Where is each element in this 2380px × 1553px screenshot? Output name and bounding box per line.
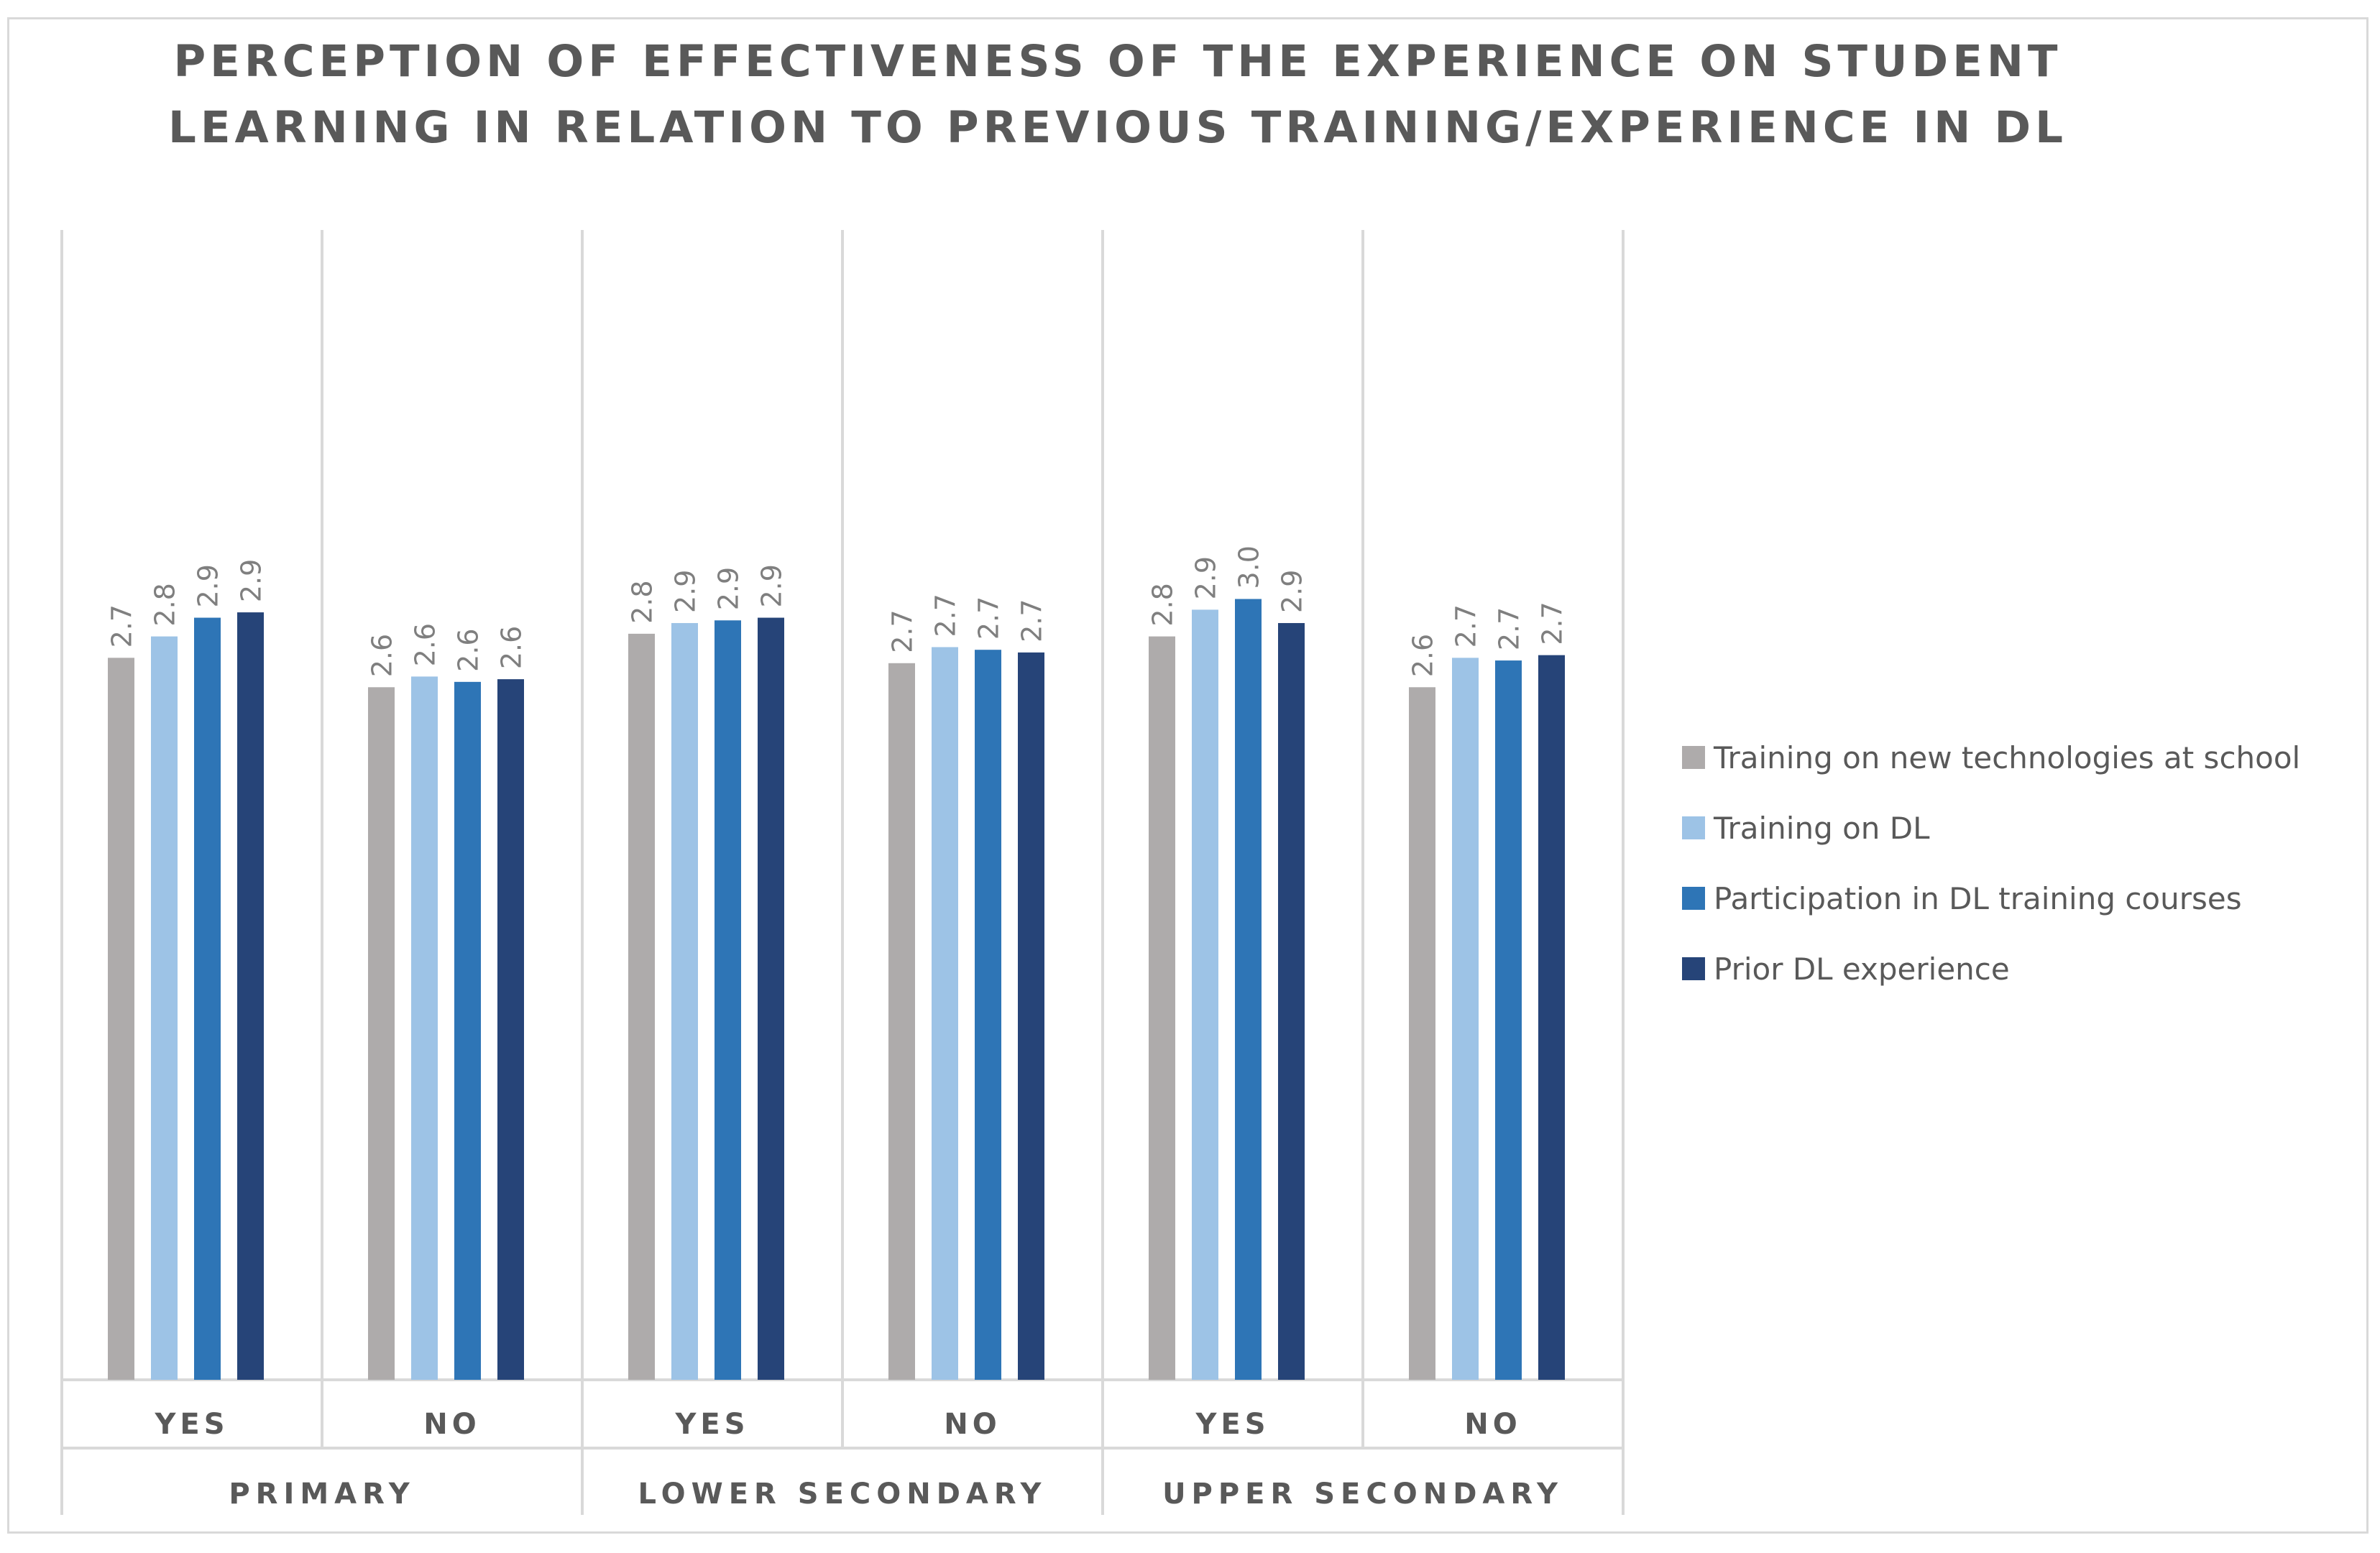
legend-swatch <box>1682 816 1705 839</box>
bar <box>715 620 741 1380</box>
bar <box>1192 609 1218 1380</box>
legend-item: Training on new technologies at school <box>1682 722 2300 793</box>
legend-item: Participation in DL training courses <box>1682 863 2300 934</box>
bar <box>888 663 915 1380</box>
group-tick-label: LOWER SECONDARY <box>638 1478 1047 1511</box>
data-label: 2.7 <box>973 596 1005 640</box>
bar <box>368 687 395 1380</box>
legend-label: Training on DL <box>1714 810 1930 846</box>
category-dividers <box>60 230 1625 1515</box>
chart-title-line-1: PERCEPTION OF EFFECTIVENESS OF THE EXPER… <box>173 36 2062 87</box>
data-label: 2.6 <box>453 628 484 671</box>
bar <box>671 622 698 1380</box>
data-label: 2.6 <box>496 626 528 669</box>
data-label: 2.8 <box>1147 583 1179 626</box>
legend-swatch <box>1682 957 1705 980</box>
legend-label: Prior DL experience <box>1714 951 2010 987</box>
category-labels: YES NO YES NO YES NO <box>154 1408 1521 1441</box>
bar <box>758 617 784 1380</box>
bar <box>194 617 221 1380</box>
chart-title-line-2: LEARNING IN RELATION TO PREVIOUS TRAININ… <box>167 102 2068 153</box>
data-label: 2.7 <box>106 604 138 648</box>
legend-label: Participation in DL training courses <box>1714 880 2242 916</box>
category-tick-label: YES <box>1195 1408 1269 1441</box>
data-label: 2.7 <box>1494 607 1525 650</box>
legend-item: Prior DL experience <box>1682 934 2300 1004</box>
data-label: 3.0 <box>1233 545 1265 589</box>
bar <box>1495 660 1522 1380</box>
bar <box>628 633 655 1380</box>
category-tick-label: NO <box>1464 1408 1521 1441</box>
data-label: 2.6 <box>367 634 398 677</box>
category-tick-label: YES <box>154 1408 229 1441</box>
data-label: 2.7 <box>1537 602 1568 645</box>
legend-label: Training on new technologies at school <box>1714 739 2301 775</box>
data-label: 2.7 <box>930 594 962 637</box>
group-tick-label: UPPER SECONDARY <box>1162 1478 1563 1511</box>
data-label: 2.7 <box>1016 599 1048 642</box>
bar <box>151 636 178 1380</box>
data-label: 2.8 <box>627 580 658 623</box>
data-label: 2.7 <box>1451 604 1482 648</box>
bar <box>497 679 524 1380</box>
bar <box>1538 655 1565 1380</box>
legend-swatch <box>1682 887 1705 910</box>
category-tick-label: NO <box>944 1408 1001 1441</box>
bar <box>975 650 1001 1380</box>
data-label: 2.9 <box>1190 556 1222 599</box>
bar <box>237 612 264 1380</box>
bar <box>1278 622 1305 1380</box>
bar <box>1149 636 1175 1380</box>
data-label: 2.6 <box>1407 634 1439 677</box>
bar <box>932 647 958 1380</box>
category-tick-label: NO <box>423 1408 480 1441</box>
legend: Training on new technologies at school Tr… <box>1682 722 2300 1004</box>
category-tick-label: YES <box>674 1408 749 1441</box>
bar <box>411 676 438 1380</box>
value-labels: 2.7 2.6 2.8 2.7 2.8 2.6 2.8 2.6 2.9 2.7 2.9 2.7 2.9 2… <box>106 545 1568 677</box>
data-label: 2.9 <box>236 559 267 602</box>
data-label: 2.7 <box>887 609 919 653</box>
legend-item: Training on DL <box>1682 793 2300 863</box>
data-label: 2.8 <box>150 583 181 626</box>
chart-frame <box>7 17 2368 1534</box>
data-label: 2.9 <box>193 564 224 607</box>
group-tick-label: PRIMARY <box>229 1478 415 1511</box>
bar <box>1409 687 1435 1380</box>
data-label: 2.6 <box>410 623 441 666</box>
bars <box>108 599 1565 1381</box>
bar <box>1235 599 1262 1381</box>
bar <box>1452 658 1479 1380</box>
data-label: 2.9 <box>670 570 702 613</box>
bar <box>1018 652 1044 1380</box>
chart-title: PERCEPTION OF EFFECTIVENESS OF THE EXPER… <box>0 29 2236 161</box>
group-labels: PRIMARY LOWER SECONDARY UPPER SECONDARY <box>229 1478 1563 1511</box>
legend-swatch <box>1682 746 1705 769</box>
bar <box>454 681 481 1380</box>
bar <box>108 658 134 1380</box>
data-label: 2.9 <box>1277 570 1308 613</box>
data-label: 2.9 <box>756 564 788 607</box>
data-label: 2.9 <box>713 567 745 610</box>
